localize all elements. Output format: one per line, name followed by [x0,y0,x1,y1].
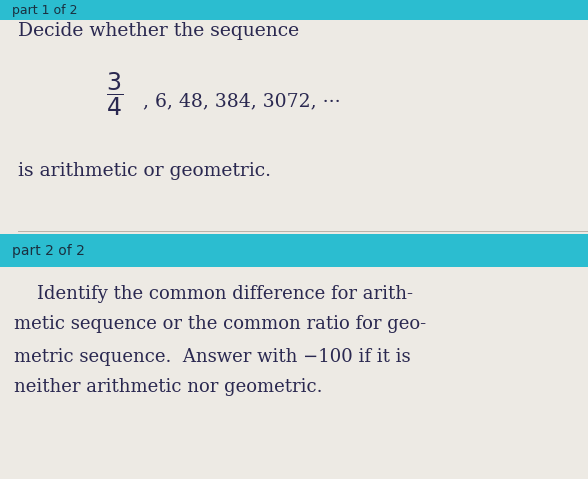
Text: metric sequence.  Answer with −100 if it is: metric sequence. Answer with −100 if it … [14,348,410,366]
Bar [0,234,588,267]
Text: metic sequence or the common ratio for geo-: metic sequence or the common ratio for g… [14,315,426,333]
Text: $\dfrac{3}{4}$: $\dfrac{3}{4}$ [106,70,123,118]
Text: , 6, 48, 384, 3072, ···: , 6, 48, 384, 3072, ··· [143,92,340,110]
Text: neither arithmetic nor geometric.: neither arithmetic nor geometric. [14,378,322,396]
Text: Decide whether the sequence: Decide whether the sequence [18,22,299,40]
Bar [0,20,588,234]
Text: part 1 of 2: part 1 of 2 [12,3,78,16]
Bar [0,267,588,479]
Text: part 2 of 2: part 2 of 2 [12,243,85,258]
Text: Identify the common difference for arith-: Identify the common difference for arith… [14,285,413,303]
Bar [0,0,588,20]
Text: is arithmetic or geometric.: is arithmetic or geometric. [18,162,271,180]
